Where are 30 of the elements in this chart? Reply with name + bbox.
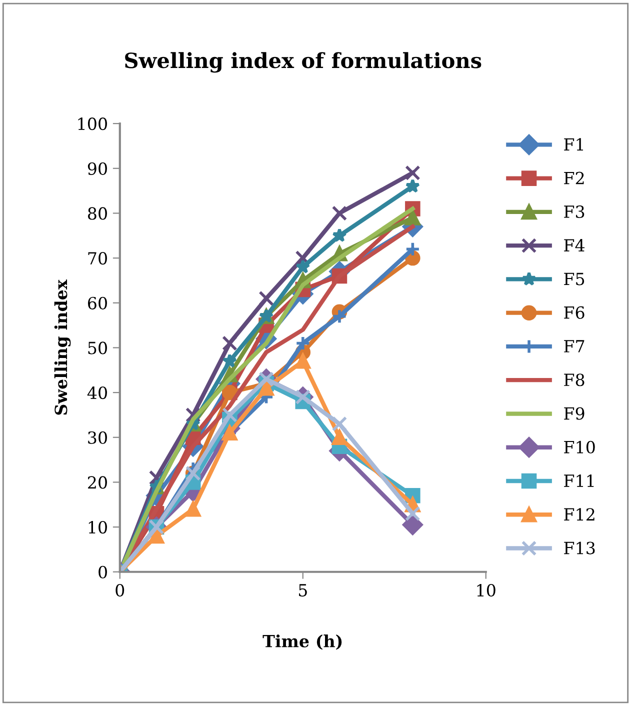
y-tick-label: 70: [88, 252, 107, 265]
x-tick-label: 5: [298, 584, 307, 597]
y-tick-label: 100: [78, 118, 107, 130]
legend-label: F8: [564, 374, 584, 386]
y-axis-title: Swelling index: [54, 279, 71, 415]
chart-title: Swelling index of formulations: [125, 52, 482, 73]
legend-label: F11: [564, 474, 594, 487]
y-tick-label: 30: [88, 431, 107, 444]
y-tick-label: 10: [88, 520, 107, 534]
legend-label: F6: [564, 306, 584, 319]
y-tick-label: 90: [88, 162, 107, 175]
y-tick-label: 0: [98, 566, 107, 578]
legend-label: F5: [564, 272, 584, 286]
legend-label: F12: [564, 508, 594, 520]
legend-label: F9: [564, 407, 584, 420]
legend-label: F4: [564, 239, 585, 252]
x-tick-label: 10: [477, 584, 496, 597]
legend-label: F10: [564, 440, 595, 454]
legend-label: F2: [564, 172, 584, 184]
y-tick-label: 80: [88, 207, 107, 220]
x-axis-title: Time (h): [262, 634, 342, 650]
legend-label: F1: [564, 138, 583, 151]
legend-label: F13: [564, 542, 595, 554]
legend-label: F3: [564, 205, 584, 218]
x-tick-label: 0: [116, 584, 124, 597]
y-tick-label: 60: [88, 296, 107, 310]
legend-label: F7: [564, 340, 584, 352]
y-tick-label: 50: [88, 342, 107, 354]
y-tick-label: 20: [88, 476, 107, 489]
y-tick-label: 40: [87, 386, 107, 400]
